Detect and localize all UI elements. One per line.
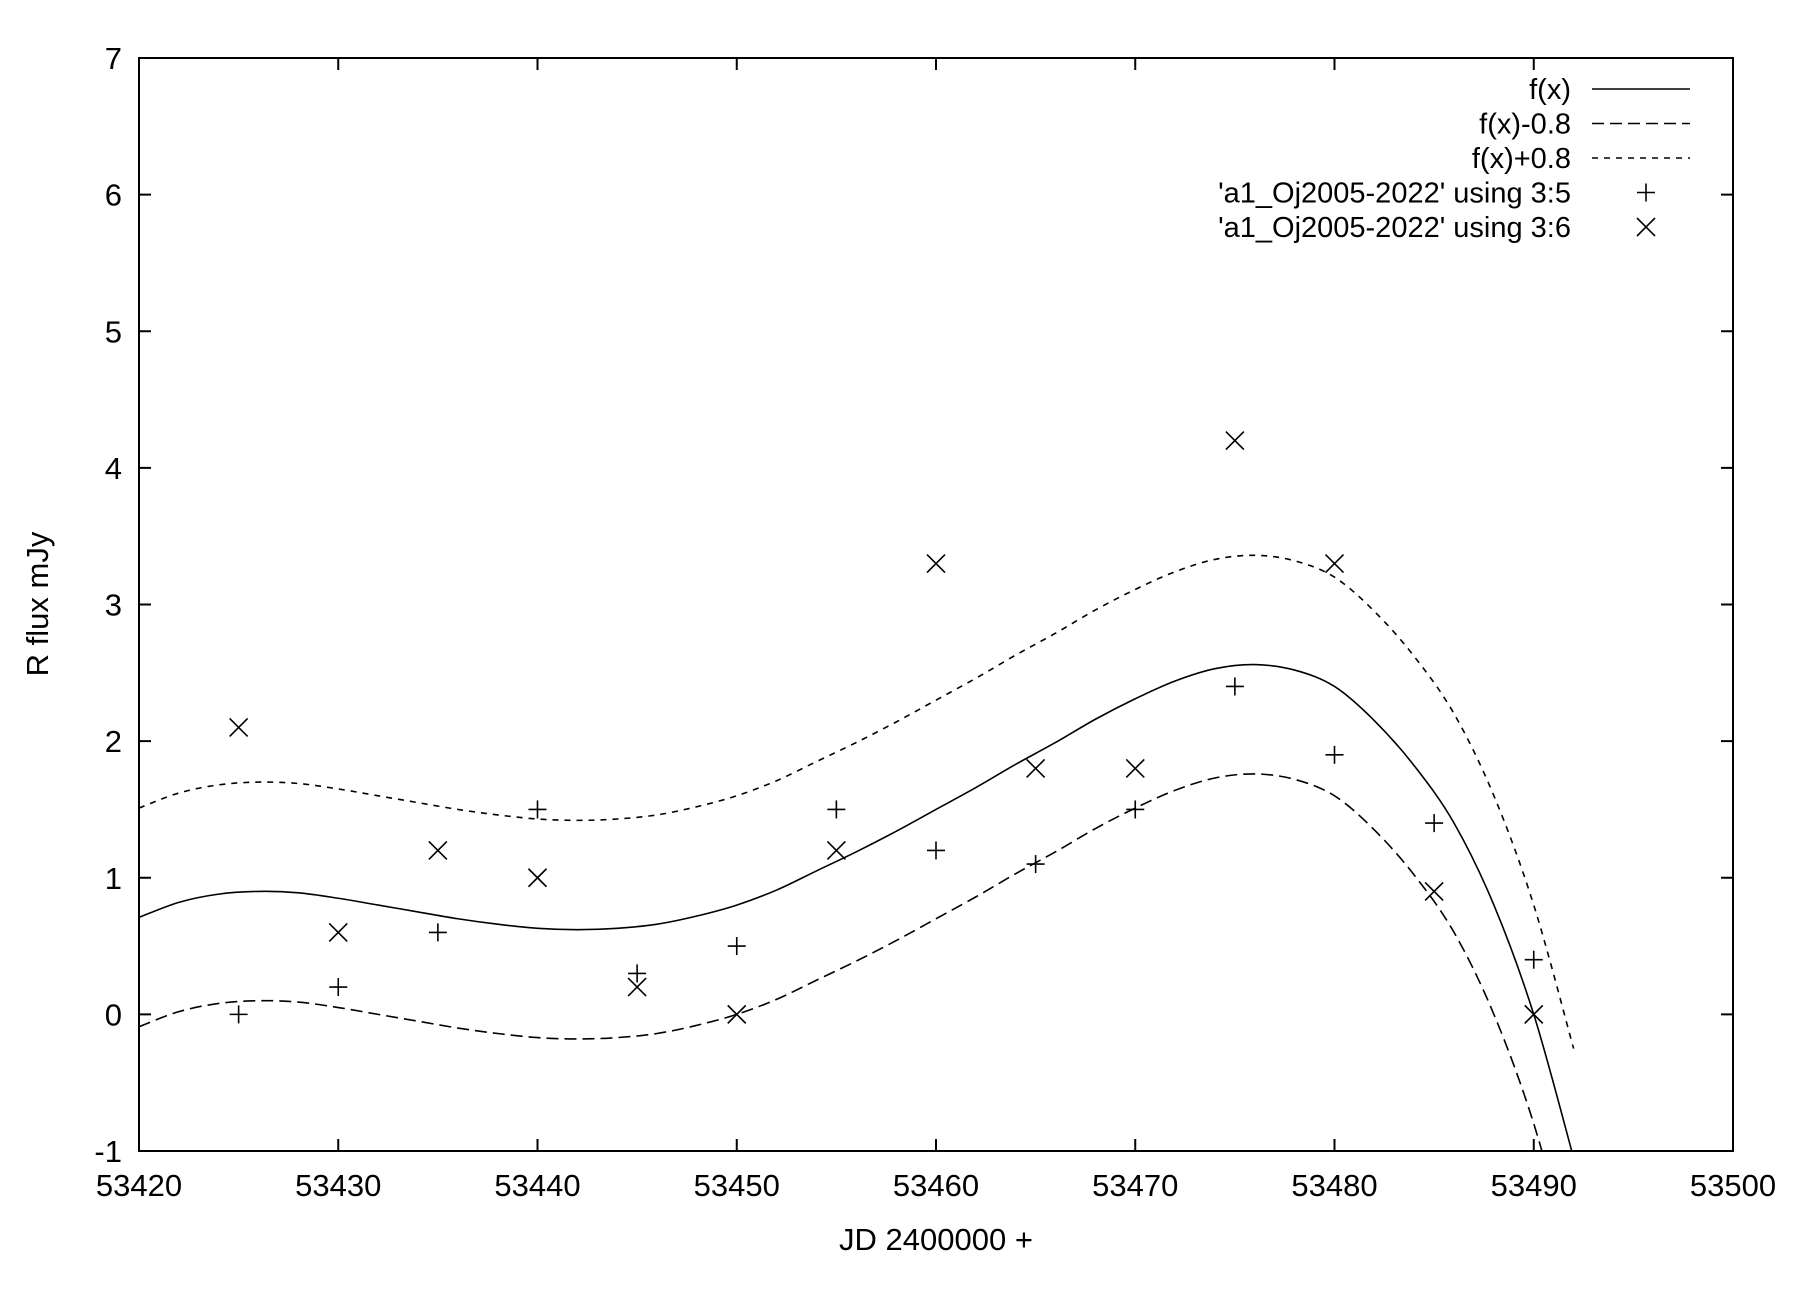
x-tick-label: 53460 <box>893 1168 979 1203</box>
fx-plus-curve <box>139 554 1575 1049</box>
x-tick-label: 53470 <box>1092 1168 1178 1203</box>
cross-point <box>826 840 846 860</box>
fx-minus-curve <box>139 773 1543 1151</box>
cross-point <box>727 1004 747 1024</box>
y-axis-title: R flux mJy <box>20 531 55 676</box>
legend: f(x)f(x)-0.8f(x)+0.8'a1_Oj2005-2022' usi… <box>1218 74 1690 244</box>
legend-label: f(x)+0.8 <box>1472 143 1571 175</box>
y-tick-label: 4 <box>105 451 122 486</box>
plus-point <box>329 978 348 997</box>
fx-curve <box>139 663 1573 1151</box>
legend-label: f(x) <box>1529 74 1571 106</box>
cross-point <box>229 717 249 738</box>
tick-labels: 53420 53430 53440 53450 53460 53470 53480 53490… <box>94 41 1776 1203</box>
y-tick-label: 1 <box>105 861 122 896</box>
y-tick-label: 5 <box>105 314 122 349</box>
plus-point <box>528 800 547 819</box>
plus-point <box>1425 814 1444 833</box>
cross-point <box>428 840 448 860</box>
y-tick-label: 0 <box>105 997 122 1032</box>
plus-point <box>1524 950 1543 969</box>
legend-label: 'a1_Oj2005-2022' using 3:5 <box>1218 178 1571 210</box>
y-tick-label: 3 <box>105 588 122 623</box>
x-tick-label: 53450 <box>694 1168 780 1203</box>
y-tick-label: 6 <box>105 178 122 213</box>
legend-label: f(x)-0.8 <box>1479 109 1571 141</box>
cross-point <box>1524 1004 1544 1024</box>
x-tick-label: 53500 <box>1690 1168 1776 1203</box>
cross-point <box>1125 758 1145 779</box>
plus-point <box>927 841 945 860</box>
plus-point <box>1225 677 1244 696</box>
y-tick-label: 2 <box>105 724 122 759</box>
cross-point <box>527 868 548 888</box>
cross-point <box>328 922 348 942</box>
cross-point <box>1324 553 1345 574</box>
plus-point <box>229 1005 248 1024</box>
plus-point <box>1026 855 1045 874</box>
plus-point <box>428 923 447 942</box>
cross-point <box>1026 758 1046 779</box>
x-tick-label: 53420 <box>96 1168 182 1203</box>
y-tick-label: 7 <box>105 41 122 76</box>
legend-marker-sample <box>1636 217 1656 237</box>
plus-point <box>1325 745 1344 764</box>
x-axis-title: JD 2400000 + <box>839 1222 1033 1257</box>
cross-point <box>1424 881 1444 901</box>
x-tick-label: 53430 <box>295 1168 381 1203</box>
legend-label: 'a1_Oj2005-2022' using 3:6 <box>1218 212 1571 244</box>
plus-point <box>827 800 846 819</box>
ticks <box>138 57 1734 1152</box>
x-tick-label: 53480 <box>1291 1168 1377 1203</box>
cross-point <box>926 553 946 574</box>
x-tick-label: 53440 <box>494 1168 580 1203</box>
y-tick-label: -1 <box>94 1134 122 1169</box>
plus-point <box>1126 800 1145 819</box>
cross-point <box>627 977 647 997</box>
x-tick-label: 53490 <box>1491 1168 1577 1203</box>
legend-marker-sample <box>1637 183 1655 202</box>
cross-point <box>1225 430 1245 451</box>
plus-point <box>628 964 647 983</box>
points <box>229 430 1544 1024</box>
plus-point <box>727 937 746 956</box>
curves <box>139 554 1575 1151</box>
